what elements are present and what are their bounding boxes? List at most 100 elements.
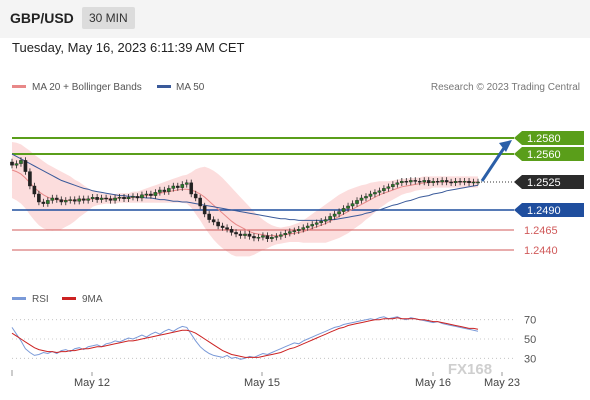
candle-body [449,181,453,184]
candle-body [359,197,364,201]
candle-body [19,160,23,164]
candle-body [391,184,395,187]
candle-body [400,180,404,183]
candle-body [417,180,422,183]
candle-body [292,230,297,233]
candle-body [252,236,256,239]
candle-body [279,234,283,237]
timestamp: Tuesday, May 16, 2023 6:11:39 AM CET [12,40,245,55]
interval-button[interactable]: 30 MIN [82,7,135,29]
candle-body [256,236,261,239]
candle-body [458,180,462,183]
candle-body [72,199,77,202]
candle-body [332,213,337,217]
candle-body [41,201,46,204]
candle-body [63,200,68,203]
candle-body [243,233,247,236]
rsi-ma-line [11,317,479,358]
candle-body [59,199,64,203]
header-bar: GBP/USD 30 MIN [0,0,590,38]
credit-text: Research © 2023 Trading Central [431,82,580,93]
candle-body [440,180,444,183]
candle-body [50,197,55,201]
x-tick-label: May 12 [74,377,110,389]
candle-body [364,196,368,199]
candle-body [68,199,73,201]
candles [10,157,480,242]
candle-body [305,225,310,228]
level-tag-1.2490 [514,203,584,217]
candle-body [99,197,104,200]
candle-body [95,196,99,200]
candle-body [37,193,41,203]
level-label-1.2580: 1.2580 [527,133,561,145]
watermark-text: FX168 [448,361,492,378]
candle-body [382,188,386,191]
candle-body [261,235,265,238]
candle-body [350,203,355,207]
candle-body [404,180,409,183]
level-label-1.2440: 1.2440 [524,245,558,257]
candle-body [355,200,359,204]
rsi-tick-70: 70 [524,315,536,327]
candle-body [122,196,126,199]
candle-body [135,196,140,199]
candle-body [10,161,14,166]
candle-body [202,205,207,215]
candle-body [310,224,315,227]
candle-body [216,221,220,227]
level-label-1.2560: 1.2560 [527,149,561,161]
candle-body [247,233,252,237]
projection-arrow-shaft [480,144,508,182]
legend-ma20-label: MA 20 + Bollinger Bands [32,82,142,93]
candle-body [301,227,306,230]
candle-body [117,196,122,199]
candle-body [77,198,82,202]
rsi-tick-50: 50 [524,334,536,346]
candle-body [453,180,458,183]
candle-body [368,193,373,197]
candle-body [193,193,198,199]
candle-body [171,185,176,189]
ma50-line [11,153,479,221]
legend-rsi-ma-label: 9MA [82,294,103,305]
candle-body [167,188,171,192]
candle-body [184,182,189,185]
candle-body [46,200,50,204]
candle-body [86,198,90,201]
candle-body [55,197,59,200]
level-label-1.2465: 1.2465 [524,225,558,237]
rsi-line [11,316,479,360]
candle-body [296,228,301,231]
current-price-tag [514,175,584,189]
candle-body [144,193,149,196]
candle-body [23,160,28,172]
candle-body [323,219,328,222]
candle-body [229,228,234,233]
candle-body [14,163,19,166]
candle-body [471,181,476,184]
candle-body [189,182,194,195]
candle-body [373,192,377,195]
legend-ma50-swatch [157,85,171,88]
candle-body [158,189,162,193]
candle-body [283,232,288,235]
level-tag-1.2580 [514,131,584,145]
candle-body [314,222,319,225]
candle-body [337,211,341,215]
candle-body [395,182,400,185]
candle-body [265,235,270,240]
candle-body [28,171,32,187]
candle-body [270,236,274,239]
candle-body [225,227,229,230]
candle-body [341,208,346,212]
candle-body [180,184,185,188]
candle-body [328,216,332,220]
candle-body [81,198,86,201]
legend-ma20-swatch [12,85,26,88]
x-tick-label: May 23 [484,377,520,389]
x-tick-label: May 15 [244,377,280,389]
legend-ma50-label: MA 50 [176,82,205,93]
legend-rsi-ma-swatch [62,297,76,300]
